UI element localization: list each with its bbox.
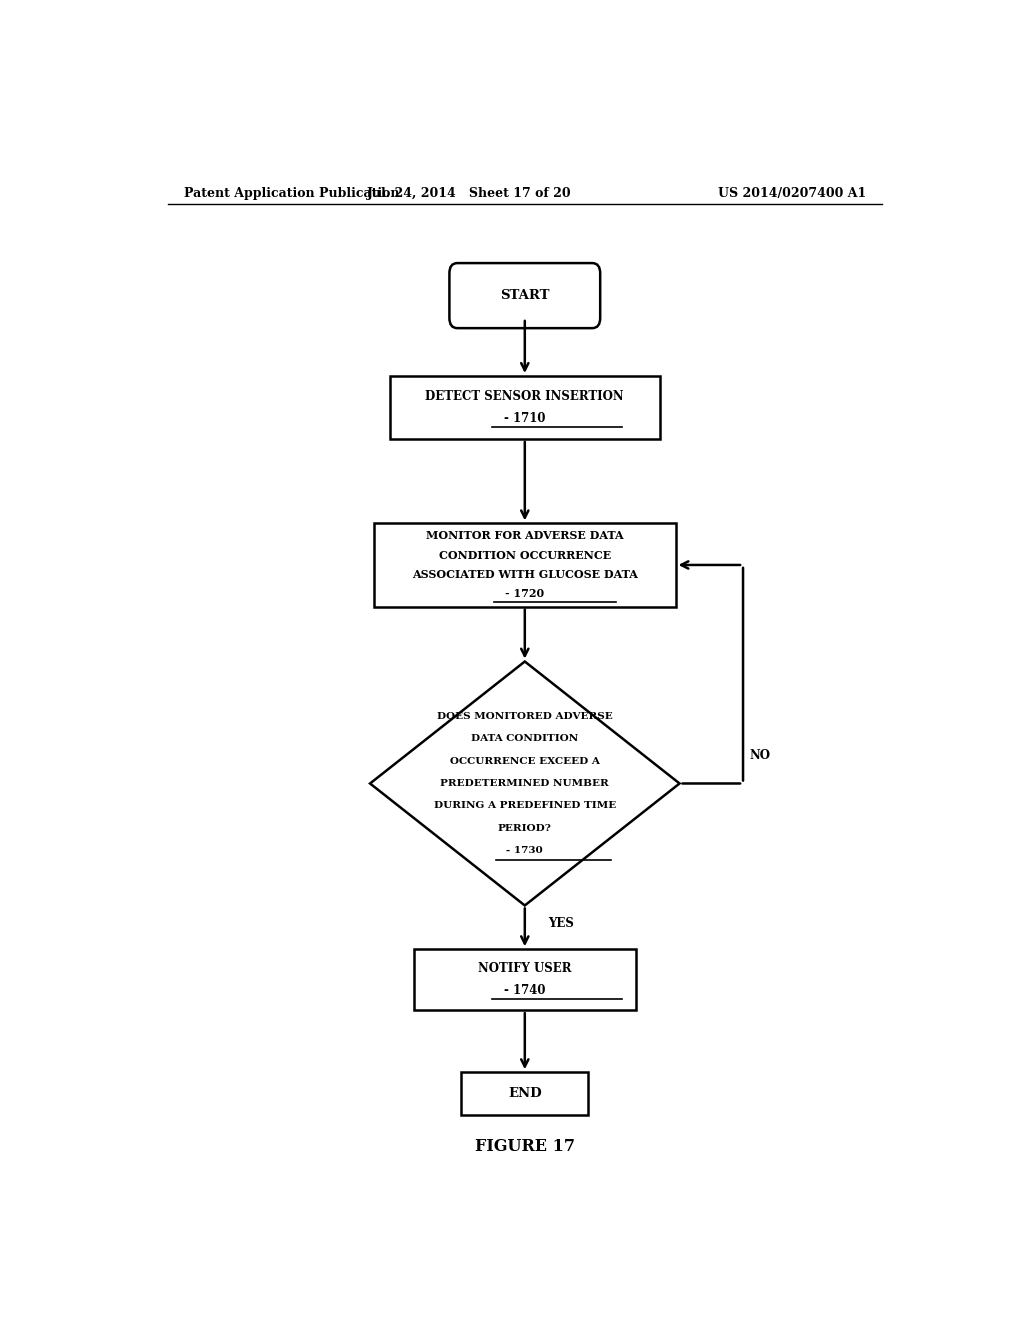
- Text: DURING A PREDEFINED TIME: DURING A PREDEFINED TIME: [434, 801, 615, 810]
- Bar: [461, 1072, 588, 1115]
- Text: PREDETERMINED NUMBER: PREDETERMINED NUMBER: [440, 779, 609, 788]
- Text: START: START: [500, 289, 550, 302]
- Text: DOES MONITORED ADVERSE: DOES MONITORED ADVERSE: [437, 711, 612, 721]
- Text: MONITOR FOR ADVERSE DATA: MONITOR FOR ADVERSE DATA: [426, 531, 624, 541]
- Text: - 1740: - 1740: [504, 983, 546, 997]
- Text: DETECT SENSOR INSERTION: DETECT SENSOR INSERTION: [426, 391, 624, 403]
- Text: END: END: [508, 1086, 542, 1100]
- Text: NOTIFY USER: NOTIFY USER: [478, 962, 571, 975]
- Text: DATA CONDITION: DATA CONDITION: [471, 734, 579, 743]
- Text: FIGURE 17: FIGURE 17: [475, 1138, 574, 1155]
- Text: - 1720: - 1720: [505, 589, 545, 599]
- Text: NO: NO: [750, 748, 770, 762]
- Text: US 2014/0207400 A1: US 2014/0207400 A1: [718, 187, 866, 201]
- Bar: [374, 523, 676, 607]
- Text: Jul. 24, 2014   Sheet 17 of 20: Jul. 24, 2014 Sheet 17 of 20: [367, 187, 571, 201]
- Polygon shape: [370, 661, 680, 906]
- Text: CONDITION OCCURRENCE: CONDITION OCCURRENCE: [438, 550, 611, 561]
- Text: - 1730: - 1730: [507, 846, 543, 855]
- Text: YES: YES: [549, 917, 574, 931]
- FancyBboxPatch shape: [450, 263, 600, 329]
- Bar: [414, 949, 636, 1010]
- Text: ASSOCIATED WITH GLUCOSE DATA: ASSOCIATED WITH GLUCOSE DATA: [412, 569, 638, 579]
- Text: PERIOD?: PERIOD?: [498, 824, 552, 833]
- Text: Patent Application Publication: Patent Application Publication: [183, 187, 399, 201]
- Bar: [390, 376, 659, 440]
- Text: - 1710: - 1710: [504, 412, 546, 425]
- Text: OCCURRENCE EXCEED A: OCCURRENCE EXCEED A: [450, 756, 600, 766]
